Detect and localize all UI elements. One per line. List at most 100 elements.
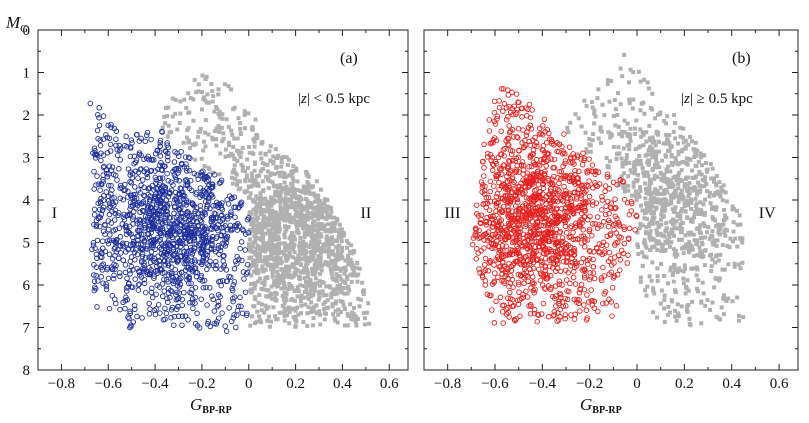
gray-point [220,117,224,121]
blue-point [150,295,155,300]
gray-point [302,246,306,250]
gray-point [196,135,200,139]
gray-point [638,185,642,189]
gray-point [684,285,688,289]
blue-point [95,174,100,179]
gray-point [613,98,617,102]
gray-point [691,176,695,180]
gray-point [723,268,727,272]
gray-point [294,319,298,323]
gray-point [649,198,653,202]
blue-point [118,274,123,279]
red-point [584,308,589,313]
gray-point [260,264,264,268]
gray-point [299,223,303,227]
gray-point [735,245,739,249]
gray-point [231,145,235,149]
gray-point [275,165,279,169]
gray-point [657,140,661,144]
gray-point [592,121,596,125]
gray-point [676,194,680,198]
gray-point [659,171,663,175]
gray-point [217,112,221,116]
gray-point [309,243,313,247]
gray-point [648,208,652,212]
blue-point [232,267,237,272]
gray-point [740,261,744,265]
gray-point [331,289,335,293]
gray-point [290,240,294,244]
gray-point [249,191,253,195]
gray-point [313,289,317,293]
blue-point [177,179,182,184]
gray-point [706,298,710,302]
gray-point [643,182,647,186]
gray-point [651,310,655,314]
gray-point [337,231,341,235]
gray-point [274,199,278,203]
gray-point [338,223,342,227]
gray-point [714,205,718,209]
gray-point [279,208,283,212]
blue-point [182,290,187,295]
gray-point [668,311,672,315]
gray-point [696,253,700,257]
gray-point [350,280,354,284]
gray-point [236,137,240,141]
gray-point [260,302,264,306]
red-point [573,282,578,287]
gray-point [227,125,231,129]
gray-point [294,213,298,217]
gray-point [250,151,254,155]
blue-point [224,329,229,334]
gray-point [645,255,649,259]
gray-point [608,100,612,104]
gray-point [615,157,619,161]
gray-point [648,248,652,252]
gray-point [253,321,257,325]
blue-point [108,142,113,147]
gray-point [243,126,247,130]
gray-point [692,233,696,237]
gray-point [676,311,680,315]
gray-point [712,285,716,289]
red-point [479,180,484,185]
gray-point [638,108,642,112]
gray-point [323,311,327,315]
gray-point [320,225,324,229]
gray-point [682,141,686,145]
panel-a-tag: (a) [340,50,358,67]
blue-point [115,153,120,158]
gray-point [668,245,672,249]
blue-point [187,301,192,306]
blue-point [115,178,120,183]
blue-point [114,143,119,148]
blue-point [144,133,149,138]
gray-point [239,131,243,135]
gray-point [680,246,684,250]
gray-point [590,100,594,104]
gray-point [633,132,637,136]
red-point [614,304,619,309]
gray-point [695,268,699,272]
gray-point [682,281,686,285]
gray-point [705,170,709,174]
gray-point [664,155,668,159]
gray-point [334,301,338,305]
gray-point [299,304,303,308]
blue-point [240,227,245,232]
gray-point [613,123,617,127]
blue-point [133,258,138,263]
gray-point [665,138,669,142]
gray-point [292,192,296,196]
gray-point [673,288,677,292]
blue-point [168,295,173,300]
blue-point [164,311,169,316]
gray-point [616,91,620,95]
gray-point [346,314,350,318]
gray-point [182,98,186,102]
gray-point [173,112,177,116]
gray-point [338,286,342,290]
gray-point [652,216,656,220]
gray-point [346,286,350,290]
